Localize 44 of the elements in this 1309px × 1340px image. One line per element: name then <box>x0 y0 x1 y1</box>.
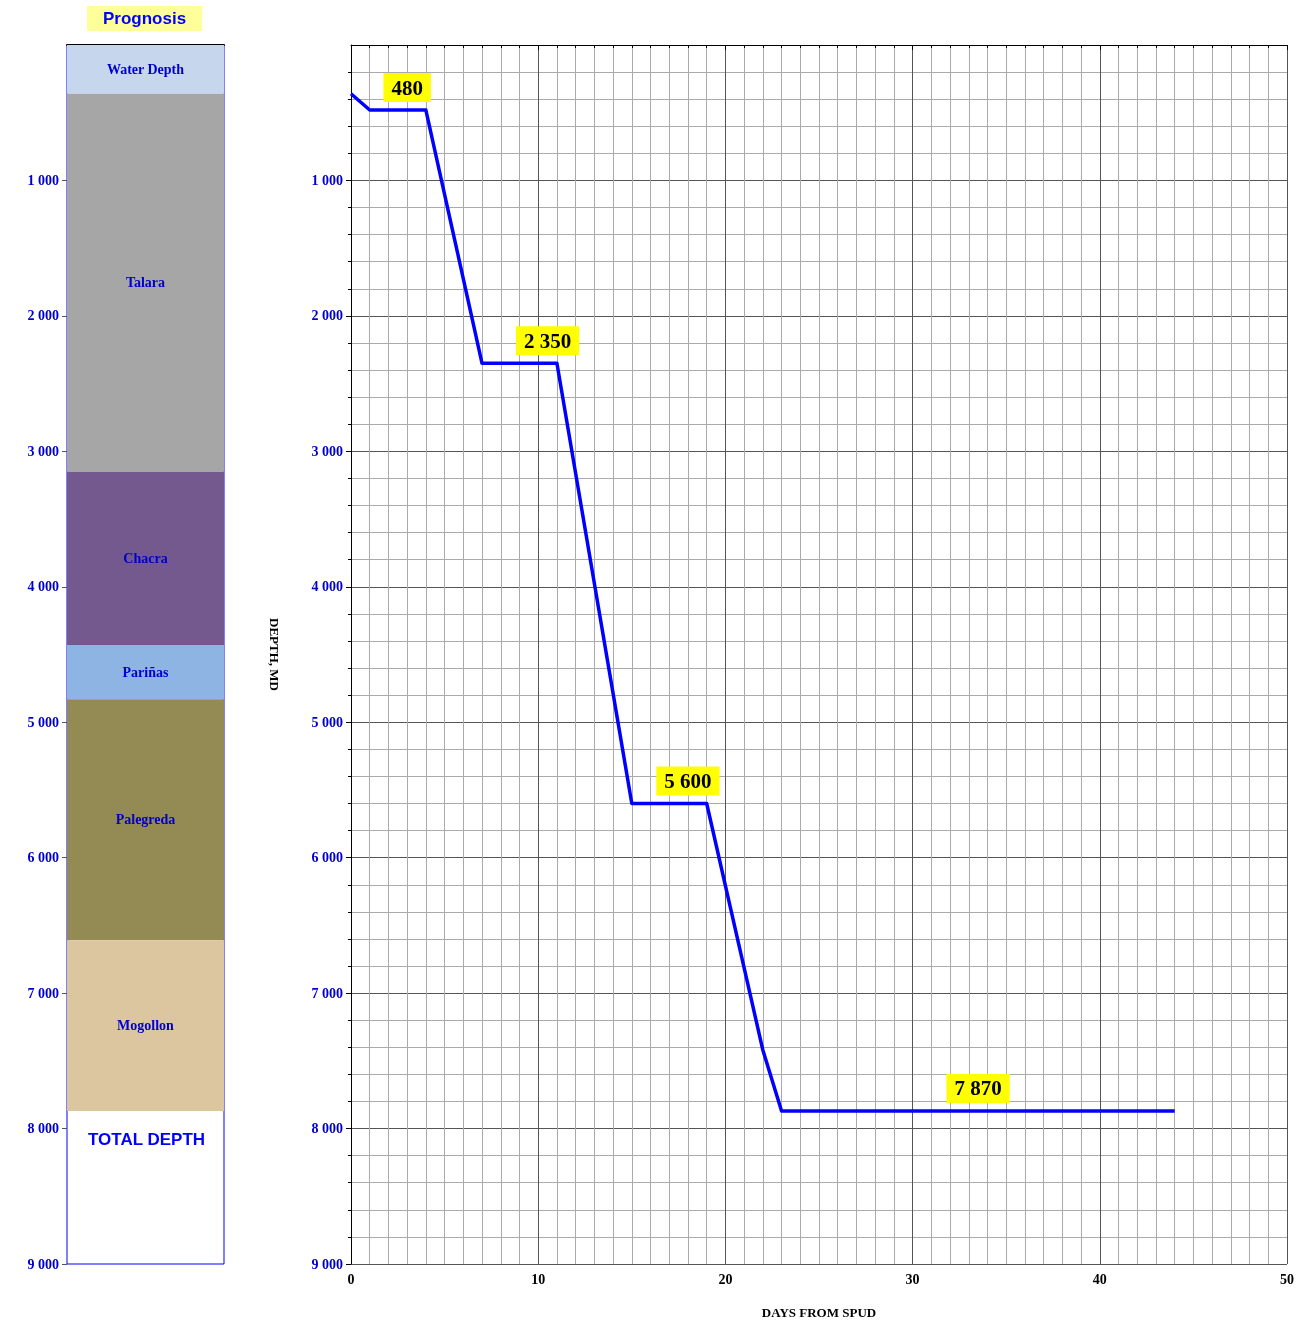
y-tick-label: 6 000 <box>27 850 59 866</box>
chart-title: Prognosis <box>103 9 187 28</box>
x-axis-title: DAYS FROM SPUD <box>761 1305 877 1320</box>
y-tick-label: 7 000 <box>311 985 343 1001</box>
y-tick-label: 8 000 <box>27 1121 59 1137</box>
annotation: 480 <box>391 75 423 100</box>
series-label: Mogollon <box>117 1018 175 1034</box>
y-tick-label: 5 000 <box>27 714 59 730</box>
y-tick-label: 9 000 <box>311 1256 343 1272</box>
bar <box>67 471 224 646</box>
bar <box>67 699 224 941</box>
annotation: 5 600 <box>664 768 712 793</box>
annotation: 7 870 <box>954 1076 1002 1101</box>
y-tick-label: 8 000 <box>311 1121 343 1137</box>
y-tick-label: 5 000 <box>311 714 343 730</box>
y-tick-label: 4 000 <box>311 579 343 595</box>
y-tick-label: 1 000 <box>27 172 59 188</box>
y-tick-label: 3 000 <box>311 443 343 459</box>
series-label: Palegreda <box>115 812 176 828</box>
bar <box>67 45 224 94</box>
series-label: Chacra <box>123 550 168 566</box>
annotation: TOTAL DEPTH <box>88 1129 206 1149</box>
x-tick-label: 10 <box>531 1271 546 1287</box>
y-tick-label: 2 000 <box>311 308 343 324</box>
x-tick-label: 40 <box>1092 1271 1107 1287</box>
y-tick-label: 2 000 <box>27 308 59 324</box>
y-tick-label: 6 000 <box>311 850 343 866</box>
series-label: Water Depth <box>106 61 185 77</box>
y-tick-label: 7 000 <box>27 985 59 1001</box>
annotation: 2 350 <box>523 328 572 353</box>
y-tick-label: 9 000 <box>27 1256 59 1272</box>
series-label: Talara <box>125 275 166 291</box>
bar <box>67 93 224 472</box>
series-label: Pariñas <box>122 664 169 680</box>
x-tick-label: 30 <box>905 1271 920 1287</box>
y-tick-label: 3 000 <box>27 443 59 459</box>
x-tick-label: 0 <box>347 1271 355 1287</box>
y-tick-label: 4 000 <box>27 579 59 595</box>
x-tick-label: 20 <box>718 1271 733 1287</box>
bar <box>67 645 224 700</box>
y-axis-title: DEPTH, MD <box>267 618 282 691</box>
y-tick-label: 1 000 <box>311 172 343 188</box>
bar <box>67 940 224 1111</box>
x-tick-label: 50 <box>1280 1271 1294 1287</box>
